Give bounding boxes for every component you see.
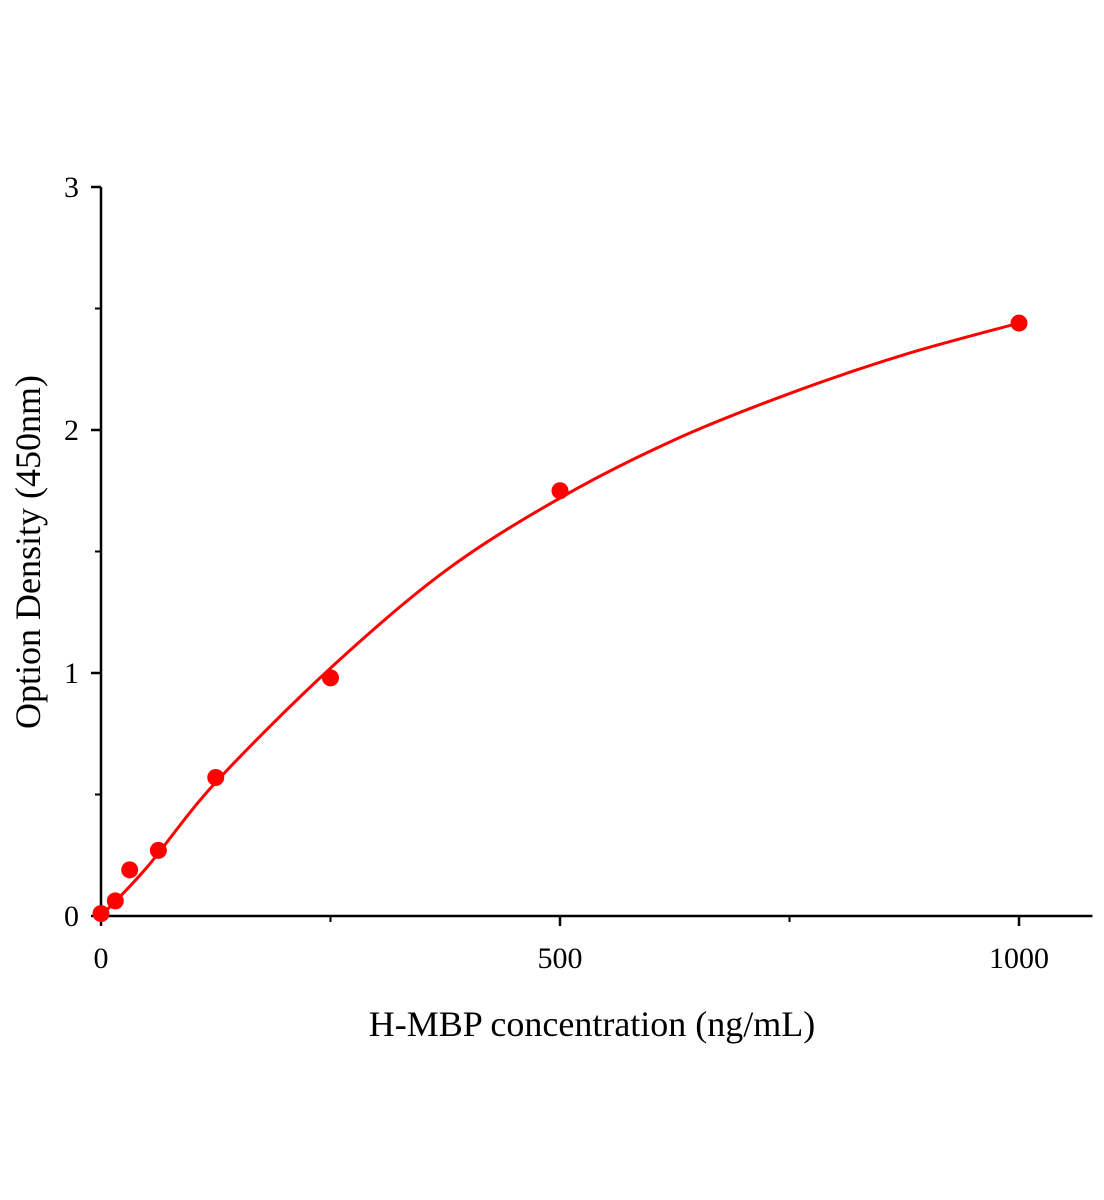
x-axis-label: H-MBP concentration (ng/mL): [369, 1004, 816, 1044]
y-tick-label: 3: [64, 171, 79, 204]
y-axis-label: Option Density (450nm): [8, 375, 48, 729]
data-point: [149, 841, 167, 859]
data-point: [207, 768, 225, 786]
fit-curve: [99, 321, 1020, 918]
data-point: [322, 669, 339, 687]
y-tick-label: 0: [64, 900, 79, 933]
y-tick-label: 2: [64, 414, 79, 447]
x-tick-label: 0: [94, 942, 109, 975]
data-points: [92, 314, 1028, 923]
x-tick-label: 500: [538, 942, 583, 975]
axes: 0 500 1000 0 1 2 3: [64, 171, 1093, 975]
data-point: [92, 905, 110, 923]
data-point: [121, 861, 139, 879]
x-tick-label: 1000: [989, 942, 1049, 975]
y-tick-label: 1: [64, 657, 79, 690]
data-point: [551, 482, 569, 500]
data-point: [1010, 314, 1028, 332]
data-point: [106, 892, 124, 910]
